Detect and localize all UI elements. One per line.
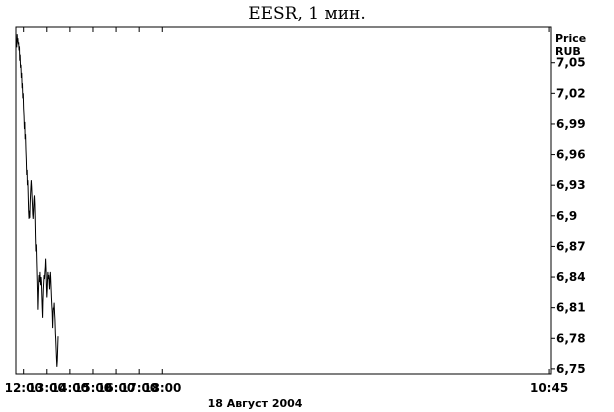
- x-tick-label: 16:00: [97, 381, 135, 395]
- y-axis-title: Price: [555, 32, 586, 45]
- x-tick-label: 15:00: [74, 381, 112, 395]
- y-tick-label: 6,93: [556, 178, 586, 192]
- y-axis-unit: RUB: [555, 45, 581, 58]
- chart-title: EESR, 1 мин.: [248, 4, 366, 24]
- y-tick-label: 6,99: [556, 117, 586, 131]
- y-axis: 7,05 7,02 6,99 6,96 6,93 6,9 6,87 6,84 6,81 6,78 6…: [551, 56, 586, 376]
- x-tick-label: 14:00: [51, 381, 89, 395]
- x-tick-label: 13:00: [28, 381, 66, 395]
- y-tick-label: 6,81: [556, 301, 586, 315]
- x-tick-label: 12:00: [5, 381, 43, 395]
- x-tick-label: 18:00: [143, 381, 181, 395]
- y-tick-label: 6,96: [556, 148, 586, 162]
- plot-frame: [15, 26, 552, 375]
- x-tick-label: 17:00: [120, 381, 158, 395]
- y-tick-label: 6,9: [556, 209, 577, 223]
- y-tick-label: 6,87: [556, 239, 586, 253]
- y-tick-label: 6,78: [556, 331, 586, 345]
- x-tick-label: 10:45: [530, 381, 568, 395]
- price-series-line: [16, 34, 59, 367]
- y-tick-label: 6,84: [556, 270, 586, 284]
- y-tick-label: 7,05: [556, 56, 586, 70]
- x-axis-date-label: 18 Август 2004: [208, 397, 303, 410]
- y-tick-label: 7,02: [556, 86, 586, 100]
- y-tick-label: 6,75: [556, 362, 586, 376]
